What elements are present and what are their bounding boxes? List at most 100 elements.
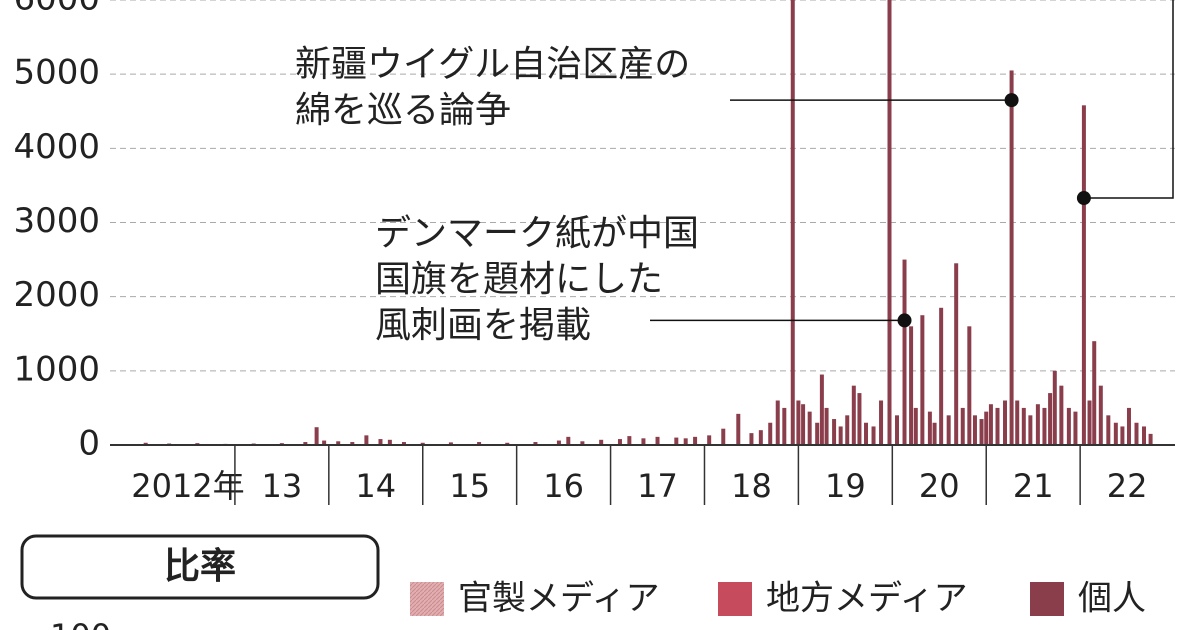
bar bbox=[1081, 105, 1086, 445]
legend-swatch bbox=[718, 582, 752, 616]
annotation-dot bbox=[1076, 191, 1091, 206]
bar bbox=[902, 259, 907, 445]
next-panel-tick: 100 bbox=[50, 617, 111, 630]
bar bbox=[707, 435, 712, 445]
bar bbox=[505, 442, 510, 445]
bar bbox=[580, 441, 585, 445]
bar bbox=[1048, 393, 1053, 445]
bar bbox=[984, 411, 989, 445]
annotation-text: 綿を巡る論争 bbox=[295, 90, 511, 131]
bar bbox=[420, 442, 425, 445]
annotation-text: 国旗を題材にした bbox=[375, 259, 663, 300]
x-tick-label: 15 bbox=[449, 467, 490, 505]
bar bbox=[1120, 426, 1125, 445]
bar bbox=[1052, 370, 1057, 445]
bar bbox=[1148, 433, 1153, 445]
bar bbox=[815, 422, 820, 445]
bar bbox=[1106, 415, 1111, 445]
bar bbox=[857, 393, 862, 445]
bar bbox=[683, 438, 688, 445]
x-tick-label: 20 bbox=[919, 467, 960, 505]
bar bbox=[617, 439, 622, 445]
bar bbox=[1003, 400, 1008, 445]
bar bbox=[796, 400, 801, 445]
y-tick-label: 1000 bbox=[13, 349, 100, 389]
bar bbox=[1113, 422, 1118, 445]
bar bbox=[401, 442, 406, 445]
bar bbox=[674, 437, 679, 445]
x-tick-label: 22 bbox=[1107, 467, 1148, 505]
bar bbox=[988, 404, 993, 445]
y-tick-label: 4000 bbox=[13, 127, 100, 167]
bar bbox=[599, 439, 604, 445]
bar bbox=[879, 400, 884, 445]
bar bbox=[1009, 70, 1014, 445]
bar bbox=[972, 415, 977, 445]
bar bbox=[364, 435, 369, 445]
bar bbox=[448, 442, 453, 445]
bar bbox=[838, 426, 843, 445]
bar bbox=[1042, 407, 1047, 445]
x-tick-label: 17 bbox=[637, 467, 678, 505]
y-tick-label: 6000 bbox=[13, 0, 100, 19]
bar bbox=[824, 407, 829, 445]
x-tick-label: 18 bbox=[731, 467, 772, 505]
x-tick-label: 16 bbox=[543, 467, 584, 505]
bar bbox=[1066, 407, 1071, 445]
bar bbox=[758, 430, 763, 445]
bar bbox=[768, 422, 773, 445]
leader bbox=[1083, 0, 1174, 199]
x-tick-label: 21 bbox=[1013, 467, 1054, 505]
legend-label: 個人 bbox=[1078, 579, 1146, 619]
bars bbox=[143, 0, 1153, 445]
bar bbox=[807, 411, 812, 445]
bar bbox=[895, 415, 900, 445]
annotation-dot bbox=[1004, 93, 1019, 108]
y-tick-label: 5000 bbox=[13, 53, 100, 93]
bar bbox=[1098, 385, 1103, 445]
grid: 0 1000 2000 3000 4000 5000 6000 2012年 13 14 15 16 17… bbox=[13, 0, 1175, 505]
bar bbox=[832, 419, 837, 445]
y-tick-label: 0 bbox=[78, 424, 100, 464]
bar bbox=[939, 307, 944, 445]
bar bbox=[1035, 404, 1040, 445]
annotation-dot bbox=[897, 313, 912, 328]
bar bbox=[1015, 400, 1020, 445]
panel-title: 比率 bbox=[164, 546, 236, 587]
annotation-text: 新疆ウイグル自治区産の bbox=[295, 44, 690, 85]
bar bbox=[979, 419, 984, 445]
bar bbox=[920, 315, 925, 445]
bar bbox=[790, 0, 795, 445]
bar bbox=[721, 428, 726, 445]
bar bbox=[655, 436, 660, 445]
bar bbox=[871, 426, 876, 445]
y-tick-label: 2000 bbox=[13, 275, 100, 315]
bar bbox=[967, 326, 972, 445]
bar bbox=[566, 436, 571, 445]
legend-swatch bbox=[1030, 582, 1064, 616]
x-tick-label: 2012年 bbox=[131, 467, 244, 505]
bar bbox=[913, 407, 918, 445]
bar bbox=[303, 442, 308, 445]
bar bbox=[1126, 407, 1131, 445]
bar bbox=[387, 439, 392, 445]
bar bbox=[1134, 422, 1139, 445]
bar bbox=[556, 440, 561, 445]
bar bbox=[627, 436, 632, 445]
bar bbox=[350, 442, 355, 445]
bar bbox=[864, 422, 869, 445]
bar bbox=[1059, 385, 1064, 445]
bar bbox=[736, 413, 741, 445]
y-tick-label: 3000 bbox=[13, 201, 100, 241]
bar bbox=[1073, 411, 1078, 445]
bar bbox=[819, 374, 824, 445]
bar bbox=[378, 439, 383, 445]
bar bbox=[960, 407, 965, 445]
legend-label: 官製メディア bbox=[458, 579, 660, 619]
legend: 官製メディア 地方メディア 個人 bbox=[410, 579, 1146, 619]
bar bbox=[775, 400, 780, 445]
bar bbox=[477, 442, 482, 445]
bar bbox=[1021, 407, 1026, 445]
